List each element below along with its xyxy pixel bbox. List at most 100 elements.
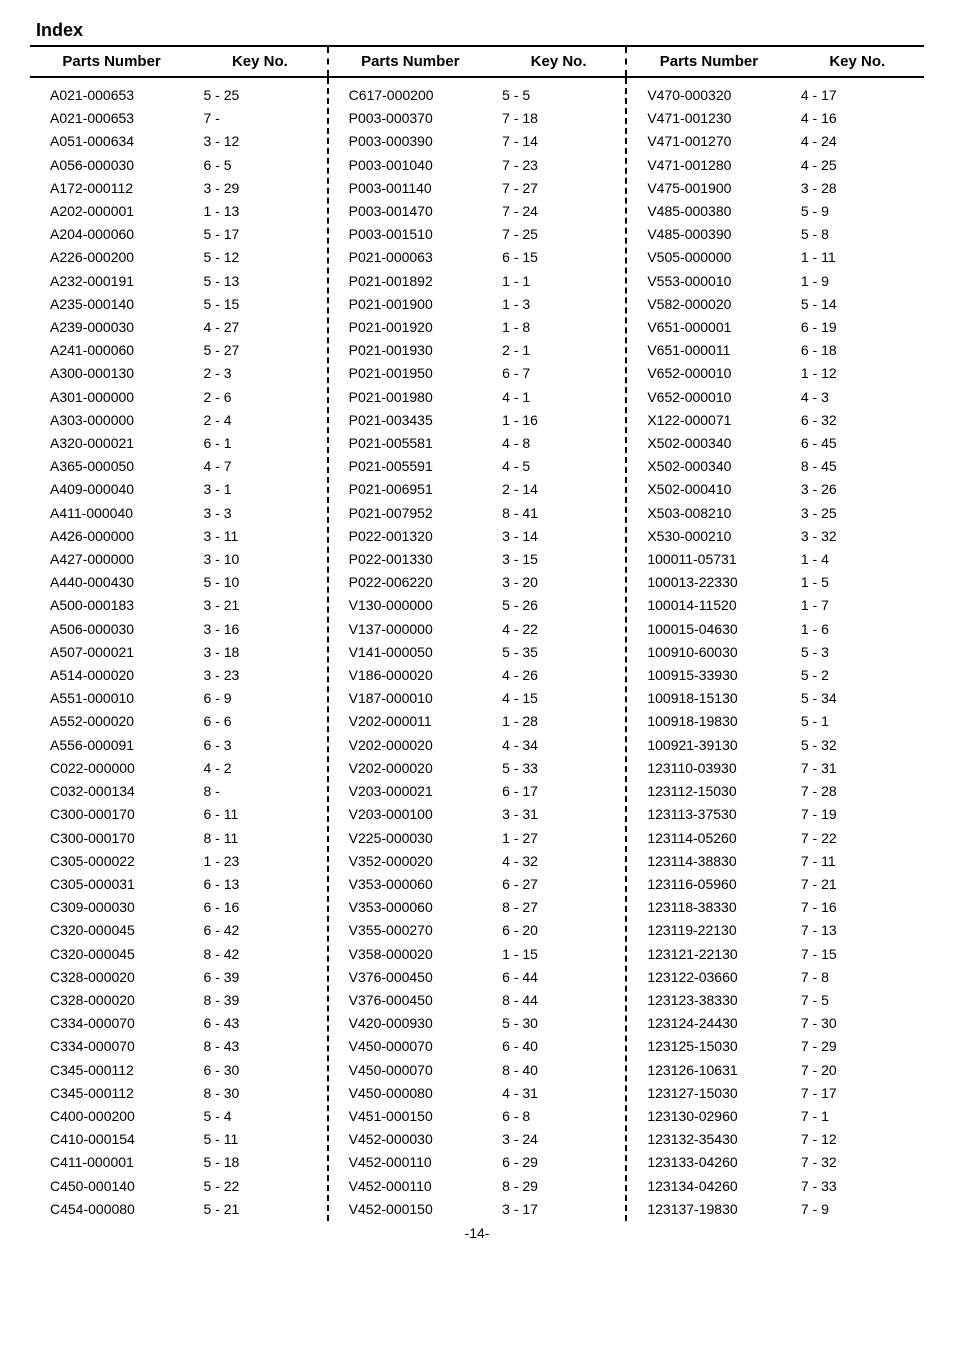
key-no-cell: 3 - 20: [502, 571, 613, 594]
key-no-cell: 4 - 3: [801, 386, 912, 409]
table-row: P021-0000636 - 15: [329, 246, 626, 269]
parts-number-cell: A226-000200: [50, 246, 204, 269]
table-row: V352-0000204 - 32: [329, 850, 626, 873]
table-row: V353-0000606 - 27: [329, 873, 626, 896]
table-row: X122-0000716 - 32: [627, 409, 924, 432]
table-row: P021-0018921 - 1: [329, 270, 626, 293]
header-col-1: Parts Number Key No.: [30, 47, 327, 76]
key-no-cell: 4 - 24: [801, 130, 912, 153]
table-row: X530-0002103 - 32: [627, 525, 924, 548]
key-no-cell: 3 - 16: [204, 618, 315, 641]
table-row: V485-0003805 - 9: [627, 200, 924, 223]
parts-number-cell: C400-000200: [50, 1105, 204, 1128]
table-row: 100915-339305 - 2: [627, 664, 924, 687]
table-row: 123113-375307 - 19: [627, 803, 924, 826]
table-row: V450-0000706 - 40: [329, 1035, 626, 1058]
key-no-cell: 6 - 6: [204, 710, 315, 733]
parts-number-cell: A172-000112: [50, 177, 204, 200]
key-no-cell: 1 - 28: [502, 710, 613, 733]
parts-number-cell: A506-000030: [50, 618, 204, 641]
parts-number-cell: P003-001040: [349, 154, 503, 177]
table-row: V450-0000804 - 31: [329, 1082, 626, 1105]
table-row: V452-0000303 - 24: [329, 1128, 626, 1151]
key-no-cell: 7 - 22: [801, 827, 912, 850]
key-no-cell: 6 - 32: [801, 409, 912, 432]
table-row: V202-0000204 - 34: [329, 734, 626, 757]
key-no-cell: 7 - 17: [801, 1082, 912, 1105]
parts-number-cell: 100915-33930: [647, 664, 801, 687]
body-col-1: A021-0006535 - 25A021-0006537 -A051-0006…: [30, 78, 327, 1221]
key-no-cell: 5 - 13: [204, 270, 315, 293]
parts-number-cell: A056-000030: [50, 154, 204, 177]
table-row: A411-0000403 - 3: [30, 502, 327, 525]
header-col-2: Parts Number Key No.: [327, 47, 628, 76]
table-row: A365-0000504 - 7: [30, 455, 327, 478]
table-row: P003-0003707 - 18: [329, 107, 626, 130]
parts-number-cell: V485-000380: [647, 200, 801, 223]
table-row: V186-0000204 - 26: [329, 664, 626, 687]
key-no-cell: 7 - 32: [801, 1151, 912, 1174]
parts-number-cell: 123114-38830: [647, 850, 801, 873]
header-key-3: Key No.: [791, 53, 925, 70]
parts-number-cell: C305-000022: [50, 850, 204, 873]
key-no-cell: 3 - 29: [204, 177, 315, 200]
key-no-cell: 7 - 15: [801, 943, 912, 966]
table-row: C345-0001128 - 30: [30, 1082, 327, 1105]
key-no-cell: 8 - 39: [204, 989, 315, 1012]
table-row: 123114-052607 - 22: [627, 827, 924, 850]
parts-number-cell: V137-000000: [349, 618, 503, 641]
parts-number-cell: C334-000070: [50, 1035, 204, 1058]
table-row: V471-0012804 - 25: [627, 154, 924, 177]
table-row: C305-0000316 - 13: [30, 873, 327, 896]
page-title: Index: [36, 20, 924, 41]
key-no-cell: 3 - 15: [502, 548, 613, 571]
parts-number-cell: P021-005591: [349, 455, 503, 478]
page-footer: -14-: [30, 1225, 924, 1241]
table-row: P021-0079528 - 41: [329, 502, 626, 525]
parts-number-cell: A204-000060: [50, 223, 204, 246]
key-no-cell: 7 - 14: [502, 130, 613, 153]
key-no-cell: 7 - 20: [801, 1059, 912, 1082]
page-container: Index Parts Number Key No. Parts Number …: [0, 0, 954, 1251]
parts-number-cell: X502-000340: [647, 455, 801, 478]
parts-number-cell: 100014-11520: [647, 594, 801, 617]
table-row: 123127-150307 - 17: [627, 1082, 924, 1105]
key-no-cell: 3 - 21: [204, 594, 315, 617]
parts-number-cell: V376-000450: [349, 989, 503, 1012]
key-no-cell: 1 - 23: [204, 850, 315, 873]
key-no-cell: 7 - 18: [502, 107, 613, 130]
table-row: V471-0012704 - 24: [627, 130, 924, 153]
parts-number-cell: 123133-04260: [647, 1151, 801, 1174]
key-no-cell: 1 - 1: [502, 270, 613, 293]
table-row: V202-0000111 - 28: [329, 710, 626, 733]
key-no-cell: 1 - 8: [502, 316, 613, 339]
table-row: C400-0002005 - 4: [30, 1105, 327, 1128]
parts-number-cell: V652-000010: [647, 386, 801, 409]
table-row: P021-0055914 - 5: [329, 455, 626, 478]
key-no-cell: 4 - 25: [801, 154, 912, 177]
table-row: X502-0004103 - 26: [627, 478, 924, 501]
table-row: A056-0000306 - 5: [30, 154, 327, 177]
table-row: 123133-042607 - 32: [627, 1151, 924, 1174]
table-row: V652-0000101 - 12: [627, 362, 924, 385]
key-no-cell: 6 - 27: [502, 873, 613, 896]
parts-number-cell: 123112-15030: [647, 780, 801, 803]
key-no-cell: 6 - 9: [204, 687, 315, 710]
table-row: V141-0000505 - 35: [329, 641, 626, 664]
parts-number-cell: A365-000050: [50, 455, 204, 478]
table-row: V353-0000608 - 27: [329, 896, 626, 919]
table-row: 100910-600305 - 3: [627, 641, 924, 664]
table-row: A202-0000011 - 13: [30, 200, 327, 223]
key-no-cell: 6 - 43: [204, 1012, 315, 1035]
parts-number-cell: V505-000000: [647, 246, 801, 269]
parts-number-cell: C032-000134: [50, 780, 204, 803]
table-row: P003-0010407 - 23: [329, 154, 626, 177]
table-row: V470-0003204 - 17: [627, 84, 924, 107]
table-row: P022-0013203 - 14: [329, 525, 626, 548]
key-no-cell: 6 - 16: [204, 896, 315, 919]
parts-number-cell: 123137-19830: [647, 1198, 801, 1221]
parts-number-cell: A303-000000: [50, 409, 204, 432]
table-row: V202-0000205 - 33: [329, 757, 626, 780]
table-row: A235-0001405 - 15: [30, 293, 327, 316]
table-row: C305-0000221 - 23: [30, 850, 327, 873]
